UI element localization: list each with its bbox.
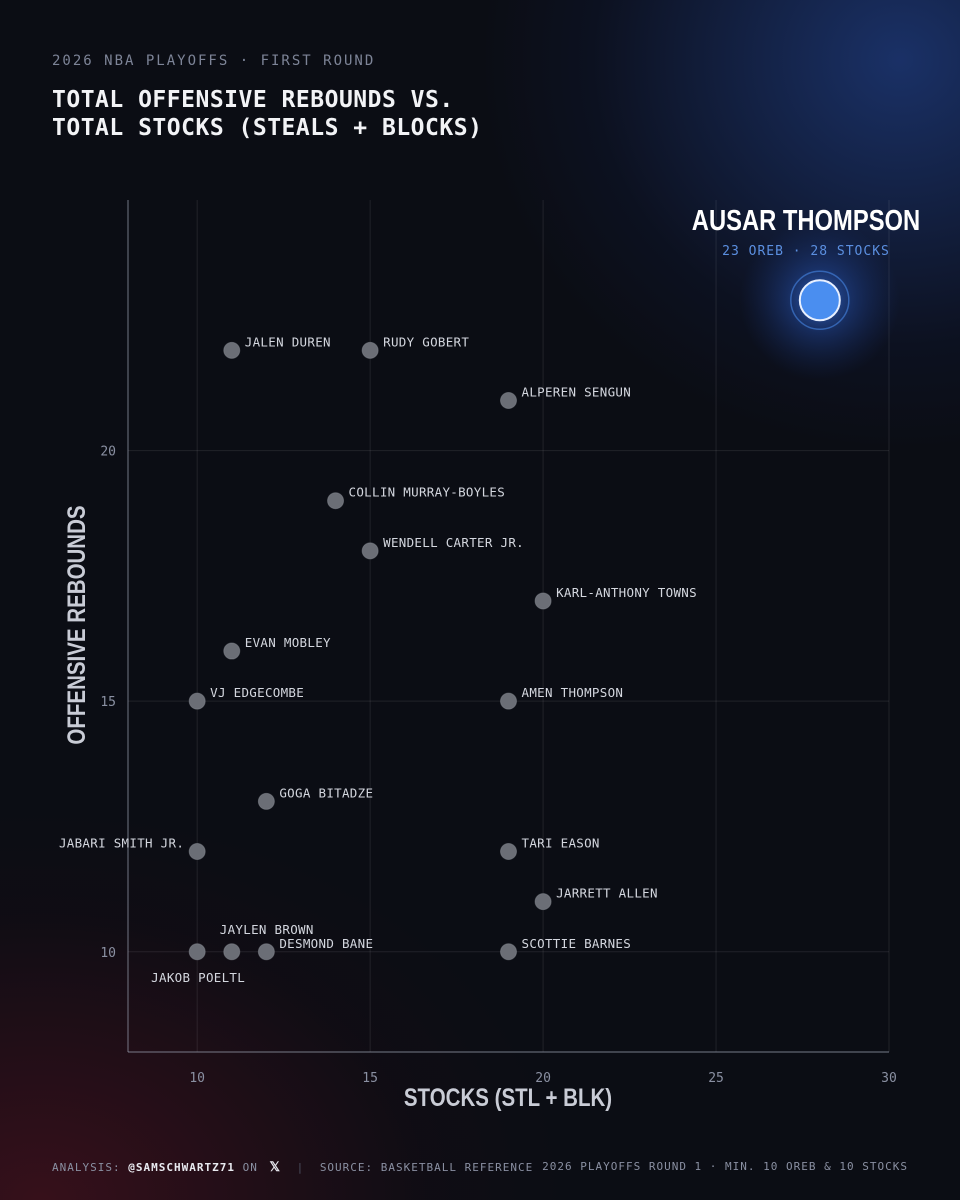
data-point (223, 341, 241, 359)
highlight-subtitle-label: 23 OREB · 28 STOCKS (722, 244, 890, 259)
data-point-label: JABARI SMITH JR. (59, 836, 184, 851)
data-point (223, 943, 241, 961)
data-point-label: EVAN MOBLEY (245, 635, 331, 650)
chart-title: TOTAL OFFENSIVE REBOUNDS VS. TOTAL STOCK… (52, 86, 482, 142)
data-point (188, 843, 206, 861)
data-point (361, 542, 379, 560)
data-point-label: GOGA BITADZE (279, 785, 373, 800)
y-tick-label: 15 (100, 695, 116, 710)
data-point (500, 943, 517, 961)
x-axis-label: STOCKS (STL + BLK) (404, 1083, 612, 1111)
data-point (500, 391, 517, 409)
data-point (188, 692, 206, 710)
analysis-label: ANALYSIS: (52, 1161, 121, 1174)
data-point (534, 893, 552, 911)
data-point (257, 792, 275, 810)
data-point-label: COLLIN MURRAY-BOYLES (349, 485, 506, 500)
data-points: JALEN DUREN RUDY GOBERT ALPEREN SENGUN COLL… (59, 334, 697, 984)
axes: 10 15 20 25 30 10 15 20 (100, 200, 897, 1086)
data-point-label: VJ EDGECOMBE (210, 685, 304, 700)
data-point-label: DESMOND BANE (279, 936, 373, 951)
chart-title-line-2: TOTAL STOCKS (STEALS + BLOCKS) (52, 115, 483, 141)
footer-note: 2026 PLAYOFFS ROUND 1 · MIN. 10 OREB & 1… (542, 1160, 908, 1173)
data-point-label: JALEN DUREN (245, 334, 331, 349)
data-point-label: JAKOB POELTL (151, 970, 245, 985)
data-point (257, 943, 275, 961)
source-text: SOURCE: BASKETBALL REFERENCE (319, 1161, 534, 1174)
y-tick-label: 10 (100, 946, 116, 961)
data-point (361, 341, 379, 359)
data-point (327, 492, 345, 510)
data-point-label: TARI EASON (522, 836, 600, 851)
author-handle-link[interactable]: @SAMSCHWARTZ71 (128, 1161, 235, 1174)
x-tick-label: 15 (362, 1071, 378, 1086)
data-point-label: WENDELL CARTER JR. (383, 535, 524, 550)
data-point-label: RUDY GOBERT (383, 334, 469, 349)
x-tick-label: 30 (881, 1071, 897, 1086)
highlight-name-label: AUSAR THOMPSON (692, 204, 920, 237)
chart-kicker: 2026 NBA PLAYOFFS · FIRST ROUND (52, 53, 376, 69)
x-tick-label: 25 (708, 1071, 724, 1086)
x-tick-label: 10 (189, 1071, 205, 1086)
y-tick-label: 20 (100, 445, 116, 460)
data-point-label: KARL-ANTHONY TOWNS (556, 585, 697, 600)
data-point-label: ALPEREN SENGUN (522, 384, 632, 399)
highlight-point-group: AUSAR THOMPSON 23 OREB · 28 STOCKS (692, 204, 920, 381)
chart-title-line-1: TOTAL OFFENSIVE REBOUNDS VS. (52, 87, 454, 113)
highlight-ring (790, 270, 850, 330)
data-point (534, 592, 552, 610)
footer-left: ANALYSIS: @SAMSCHWARTZ71 ON 𝕏 | SOURCE: … (52, 1160, 533, 1175)
x-logo-icon: 𝕏 (269, 1160, 281, 1175)
data-point-label: AMEN THOMPSON (522, 685, 624, 700)
y-axis-label: OFFENSIVE REBOUNDS (62, 505, 90, 744)
data-point-label: JARRETT ALLEN (556, 886, 658, 901)
footer-divider: | (296, 1161, 305, 1174)
x-tick-label: 20 (535, 1071, 551, 1086)
data-point-label: JAYLEN BROWN (220, 922, 314, 937)
data-point-label: SCOTTIE BARNES (522, 936, 632, 951)
data-point (500, 692, 517, 710)
highlight-point (798, 279, 841, 322)
data-point (500, 843, 517, 861)
data-point (188, 943, 206, 961)
data-point (223, 642, 241, 660)
on-label: ON (242, 1161, 258, 1174)
